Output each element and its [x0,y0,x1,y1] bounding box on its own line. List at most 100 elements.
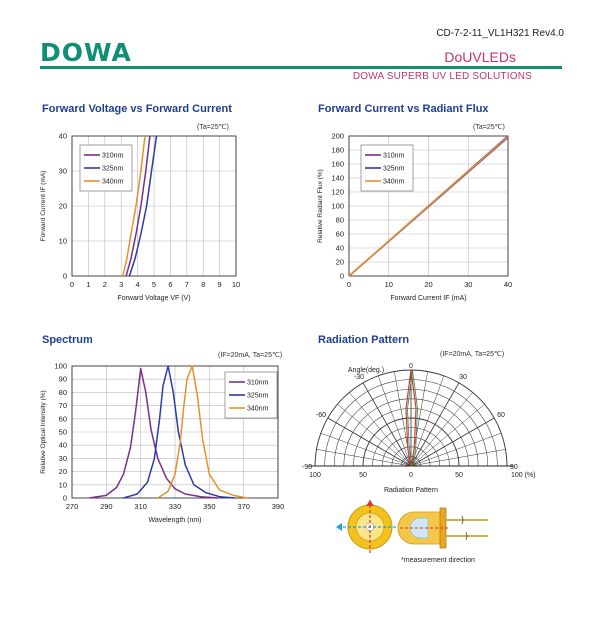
y-tick-label: 70 [59,401,67,410]
y-tick-label: 200 [331,132,344,141]
x-tick-label: 0 [347,280,351,289]
led-diagram [336,500,488,554]
y-axis-label: Relative Optical Intensity (%) [40,390,47,473]
x-tick-label: 5 [152,280,156,289]
legend-box [360,144,414,192]
dowa-logo: DOWA [40,38,132,67]
chart3-title: Spectrum [42,334,93,346]
lead-break-icon [461,515,468,541]
angle-axis-label: Angle(deg.) [348,367,384,374]
y-tick-label: 180 [331,146,344,155]
plot-frame [348,135,509,277]
y-tick-label: 30 [59,167,67,176]
y-tick-label: 90 [59,375,67,384]
y-tick-label: 120 [331,188,344,197]
x-axis-label: Wavelength (nm) [148,517,201,524]
y-tick-label: 0 [63,272,67,281]
y-axis-label: Forward Current IF (mA) [40,171,47,242]
chart1-title: Forward Voltage vs Forward Current [42,103,232,115]
y-tick-label: 140 [331,174,344,183]
y-tick-label: 20 [59,202,67,211]
x-tick-label: 390 [272,502,285,511]
polar-spoke [410,417,495,467]
chart3-condition: (IF=20mA, Ta=25℃) [218,352,283,359]
x-tick-label: 4 [136,280,140,289]
series-line-340nm [122,135,146,277]
series-line-325nm [128,135,158,277]
legend-label-310nm: 310nm [102,153,124,160]
x-tick-label: 40 [504,280,512,289]
angle-label: 90 [510,464,518,471]
x-tick-label: 310 [134,502,147,511]
series-line-325nm [123,365,236,499]
y-tick-label: 160 [331,160,344,169]
radial-label: 100 (%) [511,472,536,479]
x-tick-label: 30 [464,280,472,289]
polar-spoke [410,375,445,467]
y-tick-label: 10 [59,480,67,489]
angle-label: -30 [354,374,364,381]
measurement-direction-label: *measurement direction [401,557,475,564]
y-tick-label: 80 [59,388,67,397]
y-tick-label: 40 [59,441,67,450]
x-tick-label: 370 [237,502,250,511]
x-tick-label: 6 [168,280,172,289]
x-tick-label: 3 [119,280,123,289]
y-tick-label: 40 [59,132,67,141]
y-tick-label: 20 [59,467,67,476]
y-tick-label: 100 [331,202,344,211]
legend-label-340nm: 340nm [247,406,269,413]
y-tick-label: 30 [59,454,67,463]
angle-label: -60 [316,412,326,419]
y-tick-label: 40 [336,244,344,253]
legend-label-310nm: 310nm [247,380,269,387]
chart4-condition: (IF=20mA, Ta=25℃) [440,351,505,358]
polar-spoke [410,404,485,467]
chart2-title: Forward Current vs Radiant Flux [318,103,489,115]
x-tick-label: 0 [70,280,74,289]
polar-spoke [377,375,412,467]
angle-label: 30 [459,374,467,381]
plot-frame [71,135,237,277]
radial-label: 100 [309,472,321,479]
chart1-condition: (Ta=25℃) [197,124,229,131]
x-tick-label: 1 [86,280,90,289]
y-tick-label: 80 [336,216,344,225]
x-tick-label: 270 [66,502,79,511]
arrow-icon [336,523,342,531]
polar-spoke [349,392,412,467]
header-subtitle: DOWA SUPERB UV LED SOLUTIONS [352,71,532,82]
x-tick-label: 330 [169,502,182,511]
y-tick-label: 100 [54,362,67,371]
series-line-310nm [89,367,218,499]
x-tick-label: 10 [385,280,393,289]
chart2-condition: (Ta=25℃) [473,124,505,131]
y-tick-label: 20 [336,258,344,267]
y-tick-label: 0 [340,272,344,281]
legend-label-325nm: 325nm [102,166,124,173]
radial-label: 50 [359,472,367,479]
led-side-lens [409,517,429,539]
y-axis-label: Relative Radiant Flux (%) [317,169,324,243]
header-rule [40,66,562,69]
radial-label: 50 [455,472,463,479]
document-id: CD-7-2-11_VL1H321 Rev4.0 [436,28,564,39]
legend-label-340nm: 340nm [102,179,124,186]
arrow-icon [366,500,374,506]
x-tick-label: 10 [232,280,240,289]
polar-spoke [337,404,412,467]
angle-label: -90 [302,464,312,471]
polar-spoke [320,432,412,467]
y-tick-label: 60 [336,230,344,239]
series-line-310nm [125,135,151,277]
product-name: DoUVLEDs [444,49,516,65]
legend-label-325nm: 325nm [247,393,269,400]
x-tick-label: 2 [103,280,107,289]
polar-chart [309,369,513,467]
legend-label-310nm: 310nm [383,153,405,160]
polar-spoke [327,417,412,467]
y-tick-label: 0 [63,494,67,503]
angle-label: 60 [497,412,505,419]
x-axis-label: Forward Current IF (mA) [390,295,466,302]
x-tick-label: 7 [185,280,189,289]
